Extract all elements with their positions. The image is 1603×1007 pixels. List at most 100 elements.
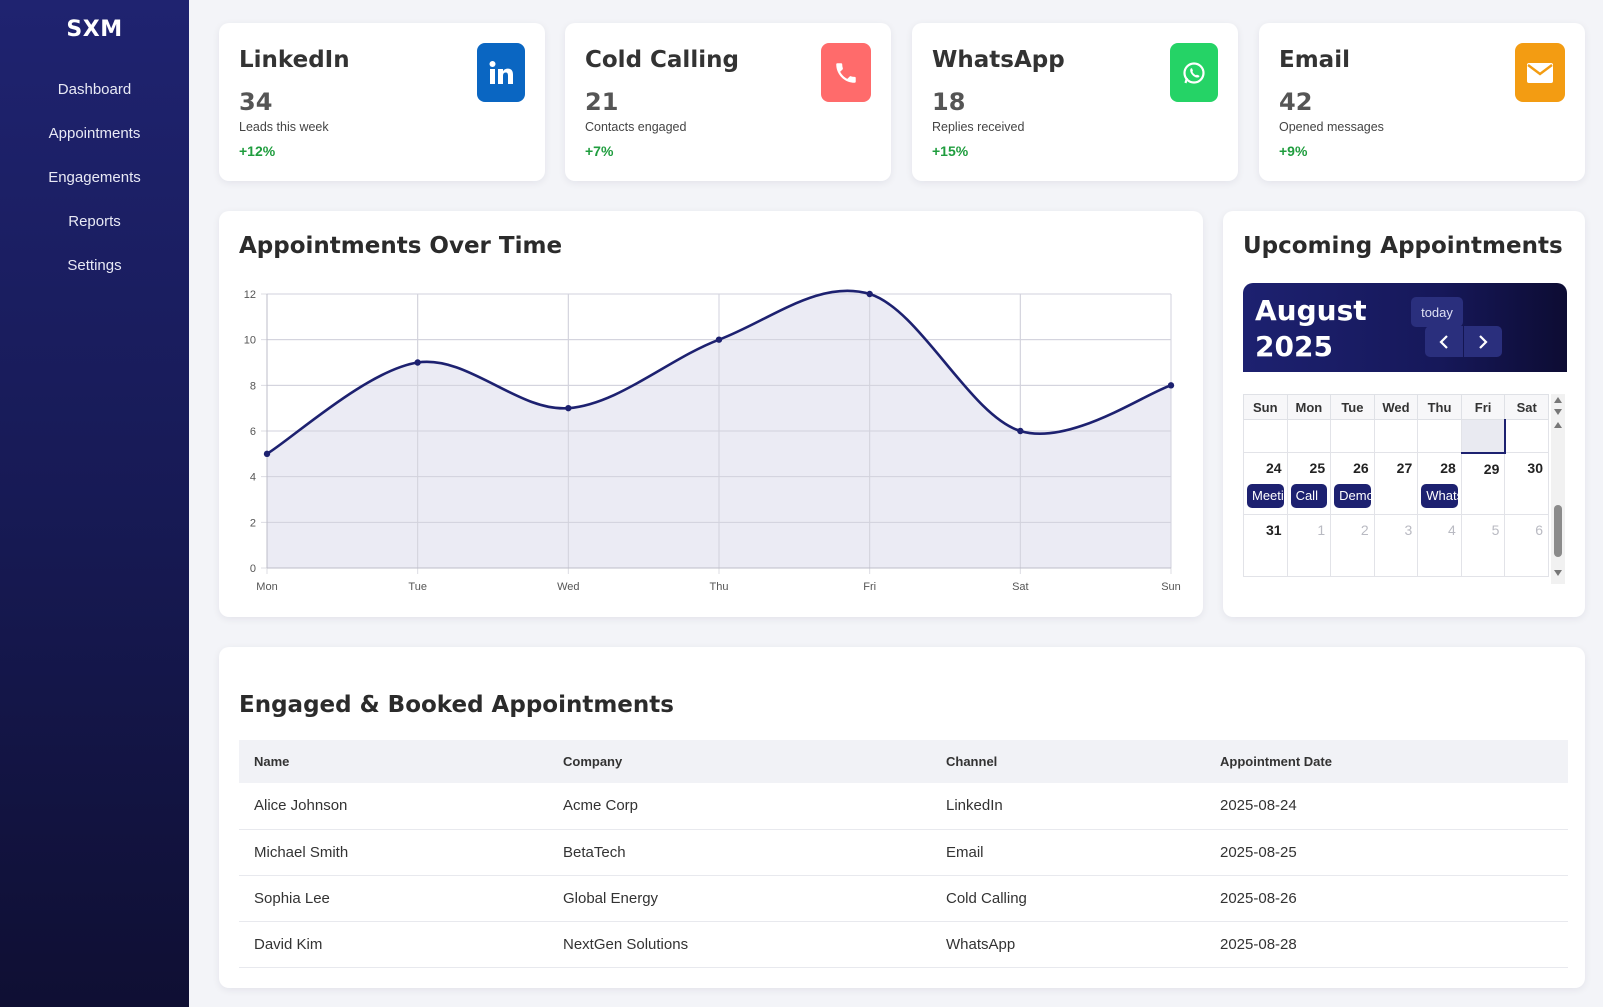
cell-channel: WhatsApp: [931, 921, 1205, 968]
calendar-day-cell[interactable]: [1417, 419, 1462, 453]
cell-name: Alice Johnson: [239, 783, 548, 830]
calendar-day-cell[interactable]: 31: [1243, 514, 1288, 577]
column-header-date[interactable]: Appointment Date: [1205, 740, 1568, 783]
calendar-day-cell[interactable]: 4: [1417, 514, 1462, 577]
cell-channel: Cold Calling: [931, 875, 1205, 922]
cell-name: David Kim: [239, 921, 548, 968]
calendar-scrollbar[interactable]: [1551, 394, 1565, 584]
stat-value: 21: [585, 88, 619, 116]
calendar-day-cell[interactable]: 1: [1286, 514, 1332, 577]
calendar-day-cell[interactable]: [1504, 419, 1549, 453]
appointments-line-chart: 0 2 4 6 8 10 12 Mon Tue Wed Thu Fri Sat Sun: [244, 289, 1181, 593]
calendar-event[interactable]: WhatsApp: [1421, 484, 1458, 508]
calendar-day-cell[interactable]: 29: [1460, 452, 1506, 515]
table-row[interactable]: Sophia Lee Global Energy Cold Calling 20…: [239, 875, 1568, 922]
cell-date: 2025-08-28: [1205, 921, 1568, 968]
calendar-event[interactable]: Call: [1290, 484, 1328, 508]
weekday-header: Fri: [1460, 394, 1506, 420]
calendar-day-cell[interactable]: [1330, 419, 1375, 453]
table-row[interactable]: Alice Johnson Acme Corp LinkedIn 2025-08…: [239, 783, 1568, 830]
calendar-day-cell[interactable]: 6: [1504, 514, 1549, 577]
calendar-day-cell[interactable]: 24 Meeting: [1243, 452, 1288, 515]
calendar-day-cell[interactable]: [1373, 419, 1419, 453]
cell-name: Michael Smith: [239, 829, 548, 876]
cell-company: Global Energy: [548, 875, 931, 922]
data-point: [1167, 382, 1175, 389]
data-point: [565, 404, 572, 412]
cell-company: Acme Corp: [548, 783, 931, 830]
weekday-header: Tue: [1330, 394, 1375, 420]
weekday-header: Thu: [1417, 394, 1462, 420]
day-number: 4: [1448, 522, 1456, 538]
cell-name: Sophia Lee: [239, 875, 548, 922]
day-number: 29: [1483, 460, 1500, 477]
sidebar-item-settings[interactable]: Settings: [67, 257, 122, 274]
scroll-up-icon[interactable]: [1554, 397, 1562, 403]
sidebar-item-appointments[interactable]: Appointments: [48, 125, 141, 142]
calendar-day-cell[interactable]: 30: [1504, 452, 1549, 515]
day-number: 30: [1527, 460, 1543, 476]
stat-title: Email: [1279, 47, 1350, 73]
calendar-day-cell[interactable]: 3: [1373, 514, 1419, 577]
calendar-day-cell[interactable]: 27: [1373, 452, 1419, 515]
calendar-day-cell[interactable]: 25 Call: [1286, 452, 1332, 515]
sidebar-item-reports[interactable]: Reports: [68, 213, 121, 230]
x-tick-label: Thu: [710, 581, 729, 593]
column-header-company[interactable]: Company: [548, 740, 931, 783]
scroll-down-icon[interactable]: [1554, 409, 1562, 415]
chevron-left-icon: [1439, 334, 1448, 349]
sidebar-item-dashboard[interactable]: Dashboard: [57, 81, 132, 98]
brand-logo[interactable]: SXM: [66, 17, 123, 42]
stat-delta: +7%: [585, 143, 614, 159]
next-month-button[interactable]: [1464, 326, 1502, 357]
cell-channel: Email: [931, 829, 1205, 876]
calendar-grid: Sun Mon Tue Wed Thu Fri Sat: [1243, 394, 1549, 577]
column-header-name[interactable]: Name: [239, 740, 548, 783]
calendar-day-cell[interactable]: 26 Demo: [1330, 452, 1375, 515]
stat-subtitle: Leads this week: [239, 120, 329, 134]
envelope-icon: [1515, 43, 1565, 102]
column-header-channel[interactable]: Channel: [931, 740, 1205, 783]
stat-card-whatsapp: WhatsApp 18 Replies received +15%: [912, 23, 1238, 181]
calendar-event[interactable]: Demo: [1334, 484, 1371, 508]
prev-month-button[interactable]: [1425, 326, 1463, 357]
calendar-title: Upcoming Appointments: [1243, 233, 1563, 259]
stat-title: LinkedIn: [239, 47, 350, 73]
chart-panel: Appointments Over Time 0 2 4 6 8 10 12 Mon Tue We…: [219, 211, 1203, 617]
whatsapp-icon: [1170, 43, 1218, 102]
calendar-year: 2025: [1255, 330, 1333, 363]
stat-value: 42: [1279, 88, 1313, 116]
stat-delta: +9%: [1279, 143, 1308, 159]
x-tick-label: Sat: [1012, 581, 1029, 593]
data-point: [414, 359, 421, 366]
calendar-day-cell[interactable]: [1460, 419, 1506, 454]
calendar-day-cell[interactable]: 2: [1330, 514, 1375, 577]
chart-title: Appointments Over Time: [239, 233, 563, 259]
calendar-day-cell[interactable]: 5: [1460, 514, 1506, 577]
weekday-header: Wed: [1373, 394, 1419, 420]
cell-date: 2025-08-24: [1205, 783, 1568, 830]
table-row[interactable]: Michael Smith BetaTech Email 2025-08-25: [239, 829, 1568, 876]
sidebar-item-engagements[interactable]: Engagements: [48, 169, 141, 186]
scroll-down-icon[interactable]: [1554, 570, 1562, 576]
calendar-day-cell[interactable]: [1243, 419, 1288, 453]
calendar-event[interactable]: Meeting: [1247, 484, 1284, 508]
scrollbar-thumb[interactable]: [1554, 505, 1562, 557]
sidebar: SXM Dashboard Appointments Engagements R…: [0, 0, 189, 1007]
x-tick-label: Fri: [863, 581, 876, 593]
table-row[interactable]: David Kim NextGen Solutions WhatsApp 202…: [239, 921, 1568, 968]
cell-company: NextGen Solutions: [548, 921, 931, 968]
stat-title: WhatsApp: [932, 47, 1065, 73]
calendar-day-cell[interactable]: 28 WhatsApp: [1417, 452, 1462, 515]
stat-subtitle: Opened messages: [1279, 120, 1384, 134]
cell-date: 2025-08-26: [1205, 875, 1568, 922]
day-number: 26: [1353, 460, 1369, 476]
table-title: Engaged & Booked Appointments: [239, 692, 674, 718]
weekday-header: Mon: [1286, 394, 1332, 420]
scroll-up-icon[interactable]: [1554, 422, 1562, 428]
day-number: 3: [1404, 522, 1413, 538]
x-tick-label: Mon: [256, 581, 277, 593]
today-button[interactable]: today: [1411, 297, 1463, 327]
calendar-day-cell[interactable]: [1286, 419, 1332, 453]
x-tick-label: Wed: [557, 581, 579, 593]
